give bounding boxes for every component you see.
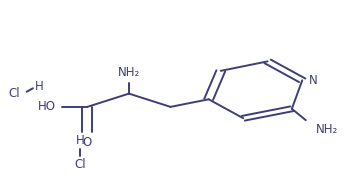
Text: H: H <box>35 80 44 93</box>
Text: NH₂: NH₂ <box>315 123 338 136</box>
Text: N: N <box>308 74 317 87</box>
Text: Cl: Cl <box>74 158 86 171</box>
Text: O: O <box>83 136 92 149</box>
Text: HO: HO <box>38 100 56 113</box>
Text: NH₂: NH₂ <box>118 66 140 79</box>
Text: Cl: Cl <box>8 87 20 100</box>
Text: H: H <box>76 134 85 147</box>
